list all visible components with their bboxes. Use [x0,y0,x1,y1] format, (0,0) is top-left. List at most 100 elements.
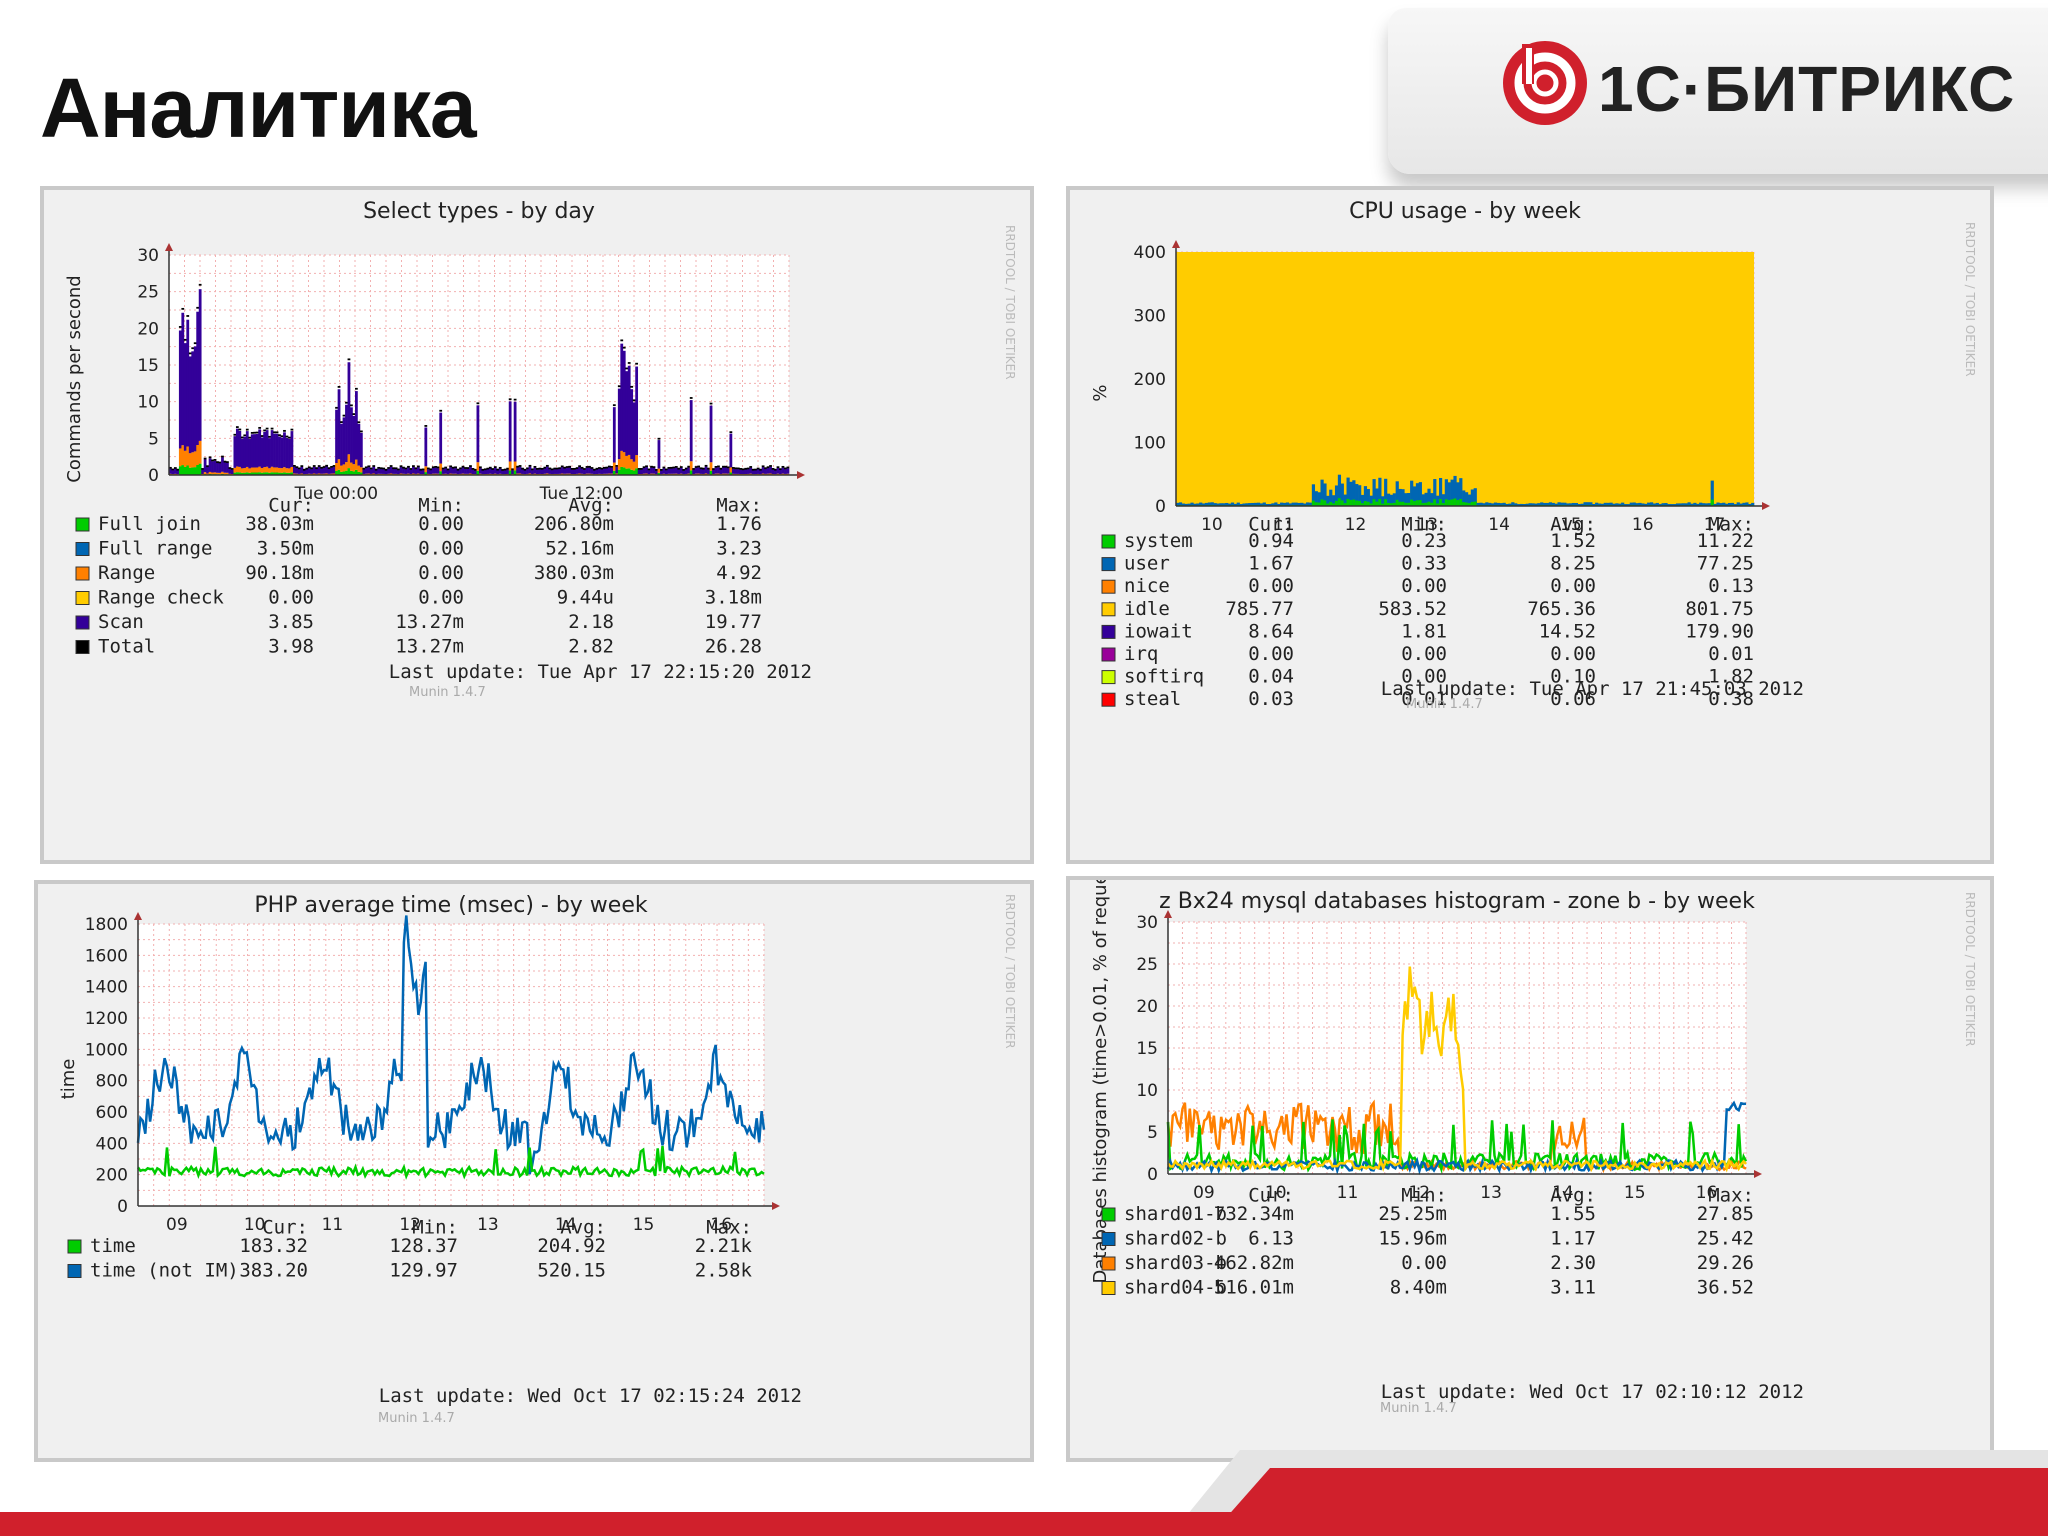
legend-swatch [1101,579,1116,594]
y-axis-arrow [134,912,142,920]
bar-total-line [389,465,393,467]
area-user [1522,504,1526,506]
legend-stat-value: 8.40m [1390,1277,1447,1299]
bar-total-line [176,468,180,471]
bar-range [255,467,259,473]
bar-total-line [243,434,247,437]
area-user [1635,503,1639,506]
bar-total-line [357,421,361,424]
bar-range [178,448,182,467]
bar-scan [312,466,316,474]
bar-range [295,473,299,475]
area-idle [1176,252,1754,506]
bar-total-line [434,465,438,468]
x-tick-label: 11 [322,1215,344,1235]
bar-range [617,459,621,470]
bar-range [372,473,376,475]
bar-scan [667,468,671,474]
area-user [1658,504,1662,506]
bar-total-line [617,385,621,388]
bar-total-line [293,465,296,467]
area-user [1632,502,1636,506]
bar-full-join [709,470,713,475]
bar-range [727,473,730,475]
area-user [1592,503,1596,506]
area-user [1262,502,1266,506]
bar-scan [399,467,403,474]
chart-panel-db-histogram: z Bx24 mysql databases histogram - zone … [1066,876,1994,1462]
bar-total-line [682,469,686,471]
area-user [1667,504,1671,506]
bar-range [417,473,420,475]
bar-range [612,462,616,471]
bar-range [464,473,467,475]
bar-range [307,473,311,475]
area-system [1320,499,1324,506]
legend-stat-value: 383.20 [239,1260,308,1282]
x-axis-arrow [1754,1170,1762,1178]
bar-scan [565,467,569,474]
bar-total-line [655,469,658,471]
legend-stat-value: 0.00 [418,587,464,609]
legend-stat-value: 462.82m [1214,1252,1294,1274]
bar-scan [322,467,326,474]
area-user [1465,492,1469,506]
bar-total-line [466,467,470,469]
x-tick-label: Tue 00:00 [294,484,378,504]
legend-stat-value: 2.18 [568,611,614,633]
bar-total-line [439,409,443,412]
legend-stat-value: 77.25 [1697,553,1754,575]
bar-range [332,473,336,475]
bar-scan [337,389,341,460]
bar-total-line [727,466,730,469]
area-user [1274,502,1278,506]
y-tick-label: 0 [148,466,159,486]
bar-scan [761,467,765,474]
bar-range [280,468,284,473]
legend-stat-value: 183.32 [239,1235,308,1257]
bar-scan [203,459,207,473]
area-user [1178,502,1183,506]
y-axis-label: time [58,1059,79,1100]
bar-scan [369,469,373,474]
area-system [1456,500,1460,506]
area-user [1531,503,1535,506]
bar-total-line [508,398,512,401]
x-tick-label: 15 [1624,1183,1646,1203]
legend-series-name: steal [1124,688,1181,710]
bar-scan [511,469,515,475]
bar-range [669,473,673,475]
bar-range [196,445,200,466]
area-system [1453,498,1457,506]
bar-range [350,462,353,471]
bar-total-line [605,466,609,469]
area-user [1415,483,1420,506]
bar-total-line [528,464,532,467]
bar-total-line [481,468,485,471]
area-system [1459,499,1463,506]
area-user [1450,479,1454,506]
area-user [1739,503,1743,506]
legend-stat-value: 1.82 [1708,666,1754,688]
bar-scan [503,470,507,475]
bar-scan [699,469,703,474]
bar-total-line [335,406,338,409]
bar-scan [550,470,554,475]
bar-scan [687,467,691,474]
legend-swatch [75,591,90,605]
bar-total-line [679,466,683,468]
bar-total-line [689,397,693,399]
area-user [1277,503,1281,506]
bar-total-line [548,467,552,470]
bar-total-line [563,466,567,469]
area-system [1418,500,1422,506]
area-user [1707,503,1711,506]
area-user [1612,503,1616,506]
bar-total-line [253,431,257,434]
area-user [1652,503,1657,506]
area-user [1577,504,1581,506]
area-system [1421,503,1425,506]
bar-total-line [729,431,733,434]
bar-scan [727,468,730,474]
bar-total-line [342,414,346,417]
